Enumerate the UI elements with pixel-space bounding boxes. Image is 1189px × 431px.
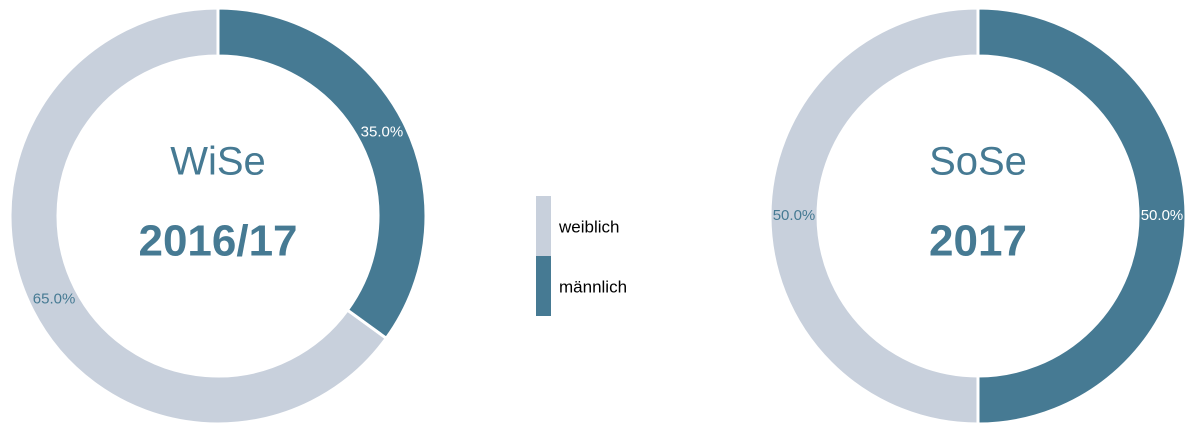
legend-label: männlich <box>559 277 627 296</box>
value-label: 50.0% <box>773 207 816 224</box>
value-label: 50.0% <box>1141 207 1184 224</box>
center-title: SoSe <box>929 140 1027 184</box>
center-subtitle: 2016/17 <box>138 217 297 266</box>
center-subtitle: 2017 <box>929 217 1027 266</box>
donut-segment <box>8 6 389 426</box>
legend-swatch <box>536 256 551 316</box>
center-title: WiSe <box>170 140 266 184</box>
legend-swatch <box>536 196 551 256</box>
donut-segment <box>768 6 980 426</box>
value-label: 35.0% <box>361 123 404 140</box>
donut-segment <box>216 6 428 341</box>
legend-label: weiblich <box>558 217 619 236</box>
donut-segment <box>976 6 1188 426</box>
value-label: 65.0% <box>33 291 76 308</box>
